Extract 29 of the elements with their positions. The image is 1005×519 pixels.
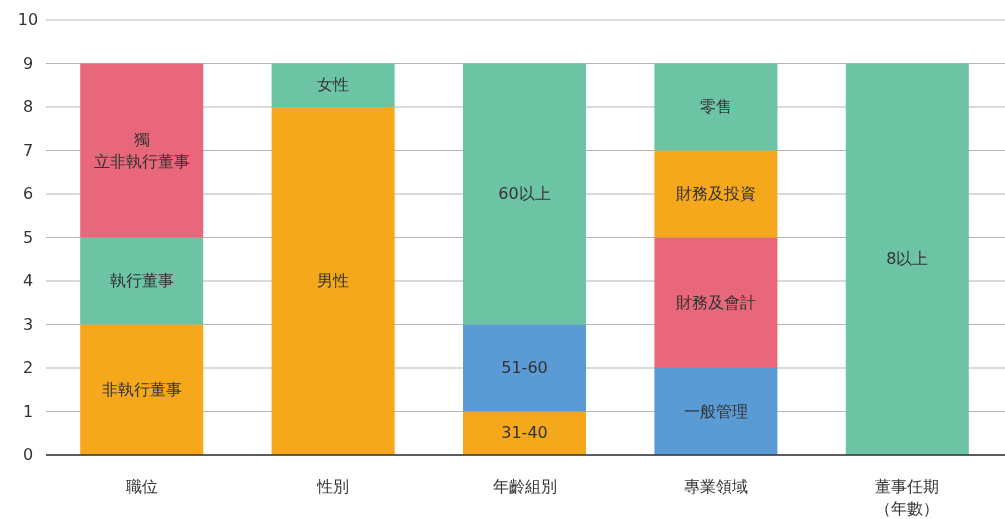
y-tick-label: 4 bbox=[22, 270, 34, 290]
series-label: 財務及投資 bbox=[675, 183, 756, 203]
series-label: 60以上 bbox=[498, 183, 551, 203]
y-tick-label: 10 bbox=[17, 9, 39, 29]
series-label: 獨立非執行董事 bbox=[93, 129, 190, 170]
series-label: 女性 bbox=[317, 74, 350, 94]
y-tick-label: 1 bbox=[22, 401, 34, 420]
x-tick-label: 專業領域 bbox=[683, 476, 748, 496]
y-tick-label: 6 bbox=[22, 183, 34, 203]
series-label: 男性 bbox=[317, 270, 350, 290]
y-tick-label: 9 bbox=[22, 53, 34, 72]
x-tick-label: 職位 bbox=[125, 476, 158, 496]
x-tick-label: 董事任期（年數） bbox=[875, 476, 940, 518]
y-tick-label: 3 bbox=[22, 314, 34, 333]
y-tick-label: 8 bbox=[22, 96, 34, 116]
series-label: 財務及會計 bbox=[675, 292, 756, 312]
y-tick-label: 2 bbox=[22, 357, 34, 377]
y-tick-label: 0 bbox=[22, 444, 34, 464]
series-label: 51-60 bbox=[501, 357, 548, 377]
x-tick-label: 年齡組別 bbox=[492, 476, 557, 496]
x-tick-label: 性別 bbox=[316, 476, 350, 496]
series-label: 8以上 bbox=[886, 248, 929, 268]
series-label: 零售 bbox=[699, 96, 732, 116]
y-tick-label: 7 bbox=[22, 140, 34, 159]
series-label: 31-40 bbox=[501, 422, 548, 442]
series-label: 一般管理 bbox=[683, 401, 748, 420]
y-tick-label: 5 bbox=[22, 227, 34, 246]
series-label: 非執行董事 bbox=[101, 379, 182, 399]
series-label: 執行董事 bbox=[109, 270, 174, 290]
